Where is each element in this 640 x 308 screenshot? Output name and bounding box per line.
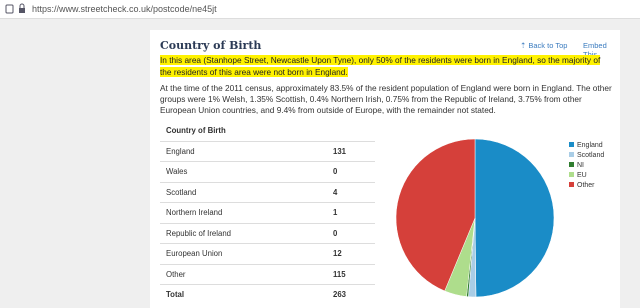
legend-swatch	[569, 162, 574, 167]
legend-swatch	[569, 142, 574, 147]
cell-label: England	[160, 140, 327, 162]
table-row: England 131	[160, 140, 375, 162]
table-row: Republic of Ireland 0	[160, 222, 375, 244]
pie-chart: England Scotland NI EU Other	[395, 138, 604, 298]
cell-value: 131	[327, 140, 375, 162]
cell-label: Northern Ireland	[160, 202, 327, 223]
table-row: European Union 12	[160, 243, 375, 264]
address-bar: https://www.streetcheck.co.uk/postcode/n…	[0, 0, 640, 19]
cell-value: 115	[327, 263, 375, 285]
cell-value: 0	[327, 222, 375, 244]
pie-slice	[395, 138, 476, 292]
table-header: Country of Birth	[166, 126, 226, 136]
section-title: Country of Birth	[160, 39, 262, 52]
url[interactable]: https://www.streetcheck.co.uk/postcode/n…	[32, 4, 217, 14]
paragraph: At the time of the 2011 census, approxim…	[160, 83, 612, 115]
cell-label: Republic of Ireland	[160, 222, 327, 244]
legend-label: Scotland	[577, 152, 604, 159]
cell-value: 263	[327, 284, 375, 305]
legend-swatch	[569, 152, 574, 157]
table: Country of Birth England 131 Wales 0 Scotland…	[160, 121, 375, 305]
cell-label: Other	[160, 263, 327, 285]
content-panel: Country of Birth ⇡ Back to Top Embed Thi…	[150, 30, 620, 308]
table-row: Northern Ireland 1	[160, 202, 375, 223]
cell-label: Wales	[160, 161, 327, 182]
legend-label: EU	[577, 172, 587, 179]
legend-label: Other	[577, 182, 595, 189]
table-row: Wales 0	[160, 161, 375, 182]
cell-value: 12	[327, 243, 375, 264]
legend-label: NI	[577, 162, 584, 169]
legend-label: England	[577, 142, 603, 149]
back-to-top[interactable]: ⇡ Back to Top	[520, 41, 568, 50]
cell-label: Total	[160, 284, 327, 305]
legend-swatch	[569, 182, 574, 187]
icons	[5, 3, 25, 14]
cell-label: European Union	[160, 243, 327, 264]
table-row: Other 115	[160, 263, 375, 285]
cell-value: 0	[327, 161, 375, 182]
highlight: In this area (Stanhope Street, Newcastle…	[160, 55, 610, 78]
cell-label: Scotland	[160, 181, 327, 203]
table-row: Scotland 4	[160, 181, 375, 203]
cell-value: 1	[327, 202, 375, 223]
legend-swatch	[569, 172, 574, 177]
pie-slice	[474, 138, 555, 298]
link-text[interactable]: Back to Top	[528, 41, 568, 50]
cell-value: 4	[327, 181, 375, 203]
table-row: Total 263	[160, 284, 375, 305]
embed-link[interactable]: Embed This	[583, 41, 607, 59]
